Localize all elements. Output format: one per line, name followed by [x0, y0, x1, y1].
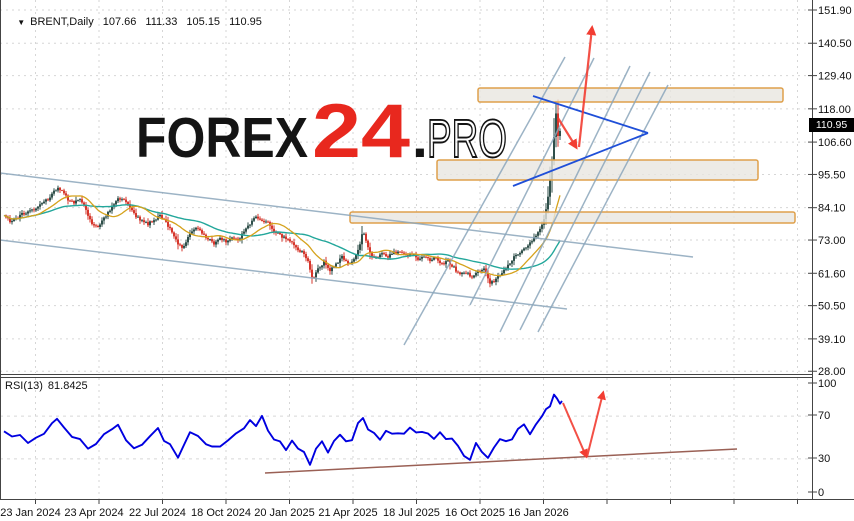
trend-line [519, 71, 651, 331]
date-axis-label: 18 Oct 2024 [191, 507, 251, 519]
symbol-ohlc-header: ▼ BRENT,Daily 107.66 111.33 105.15 110.95 [5, 4, 262, 40]
watermark-logo: FOREX 24. PRO [136, 89, 508, 174]
price-axis-label: 84.10 [818, 203, 846, 215]
price-axis-label: 140.50 [818, 38, 852, 50]
current-price-badge: 110.95 [809, 118, 854, 132]
date-axis-label: 16 Jan 2026 [508, 507, 569, 519]
ma-slow-line [3, 204, 561, 270]
price-axis-label: 39.10 [818, 334, 846, 346]
moving-averages [3, 195, 561, 277]
grid-lines [0, 0, 812, 499]
forecast-arrows [557, 24, 597, 150]
symbol-timeframe-label: BRENT,Daily [30, 16, 94, 28]
logo-dot-text: . [412, 106, 428, 170]
axes-borders [0, 0, 854, 500]
trend-line [403, 56, 566, 346]
date-axis-label: 22 Jul 2024 [129, 507, 186, 519]
rsi-indicator-header: RSI(13) 81.8425 [5, 380, 88, 392]
trend-line [499, 65, 631, 333]
rsi-support-trendline [264, 448, 738, 474]
price-axis-label: 106.60 [818, 137, 852, 149]
price-axis-label: 28.00 [818, 366, 846, 378]
price-axis-label: 118.00 [818, 104, 851, 116]
close-value: 110.95 [229, 16, 262, 28]
trend-line [469, 57, 595, 306]
rsi-forecast-arrow [586, 390, 606, 458]
axis-labels: 151.90 140.50 129.40 118.00 106.60 95.50 84.10… [0, 5, 851, 519]
date-axis-label: 23 Jan 2024 [0, 507, 61, 519]
rsi-label: RSI(13) [5, 380, 43, 392]
rsi-axis-label: 70 [818, 410, 830, 422]
price-axis-label: 73.00 [818, 235, 846, 247]
logo-24-text: 24 [312, 89, 410, 174]
price-axis-label: 50.50 [818, 301, 846, 313]
open-value: 107.66 [102, 16, 137, 28]
rsi-axis-label: 100 [818, 378, 836, 390]
low-value: 105.15 [186, 16, 221, 28]
rsi-axis-label: 0 [818, 487, 824, 499]
trend-lines [0, 56, 694, 346]
rsi-forecast-arrow [562, 402, 588, 459]
trend-line [0, 172, 694, 258]
resistance-zones [349, 87, 796, 224]
rsi-line [3, 393, 563, 466]
resistance-zone [436, 159, 759, 181]
ma-fast-line [3, 195, 561, 277]
rsi-axis-label: 30 [818, 453, 830, 465]
rsi-indicator [3, 390, 738, 474]
high-value: 111.33 [145, 16, 178, 28]
chevron-down-icon[interactable]: ▼ [17, 18, 26, 27]
date-axis-label: 16 Oct 2025 [445, 507, 505, 519]
price-axis-label: 61.60 [818, 268, 846, 280]
rsi-value: 81.8425 [47, 380, 88, 392]
forecast-arrow [557, 117, 578, 150]
date-axis-label: 23 Apr 2024 [64, 507, 123, 519]
trend-line [537, 84, 669, 333]
forecast-arrow [577, 24, 597, 148]
date-axis-label: 21 Apr 2025 [318, 507, 377, 519]
trend-line [0, 239, 568, 310]
resistance-zone [349, 211, 796, 224]
date-axis-label: 18 Jul 2025 [383, 507, 440, 519]
price-axis-label: 151.90 [818, 5, 852, 17]
price-axis-label: 95.50 [818, 169, 846, 181]
date-axis-label: 20 Jan 2025 [254, 507, 315, 519]
pennant-pattern [512, 95, 649, 187]
logo-forex-text: FOREX [136, 106, 308, 170]
price-axis-label: 129.40 [818, 71, 852, 83]
resistance-zone [477, 87, 784, 103]
